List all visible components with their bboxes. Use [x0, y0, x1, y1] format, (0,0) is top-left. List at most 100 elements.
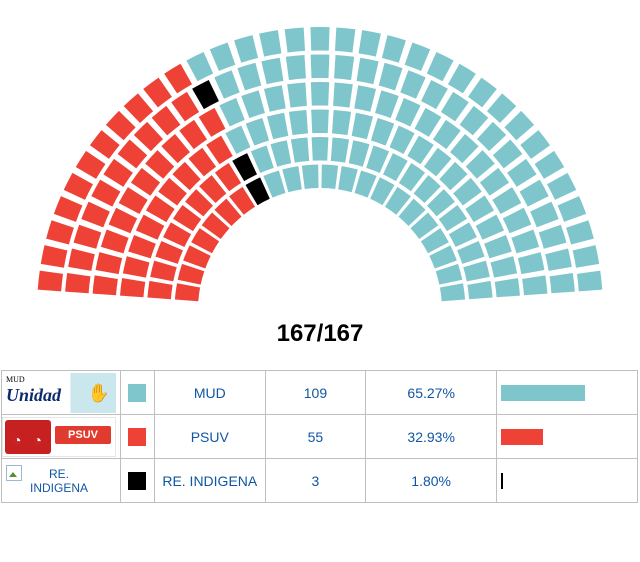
- seat: [178, 264, 205, 285]
- seat: [332, 110, 351, 135]
- seat: [503, 208, 532, 233]
- seat: [259, 30, 281, 56]
- seat: [311, 109, 329, 133]
- seat: [400, 70, 425, 99]
- party-bar: [497, 459, 638, 503]
- seat: [152, 106, 181, 136]
- seat: [91, 180, 120, 207]
- seat: [68, 249, 95, 271]
- seat: [123, 256, 150, 277]
- seat: [287, 82, 307, 107]
- seat: [237, 63, 261, 91]
- seat: [573, 245, 600, 268]
- seat: [395, 98, 420, 126]
- seat: [302, 165, 319, 189]
- seat: [331, 137, 349, 162]
- seat: [354, 85, 376, 112]
- seat: [119, 187, 148, 214]
- legend-row: RE.INDIGENARE. INDIGENA31.80%: [2, 459, 638, 503]
- party-seats: 3: [265, 459, 366, 503]
- seat: [371, 118, 394, 146]
- seat: [46, 220, 74, 244]
- seat: [477, 122, 506, 151]
- seat: [312, 137, 329, 161]
- legend-row: MUDUnidad✋MUD10965.27%: [2, 371, 638, 415]
- party-swatch: [120, 371, 154, 415]
- party-pct: 32.93%: [366, 415, 497, 459]
- seat: [311, 82, 329, 106]
- seat: [291, 137, 309, 162]
- seat: [286, 55, 306, 80]
- party-seats: 55: [265, 415, 366, 459]
- seat: [493, 140, 523, 169]
- seat: [547, 173, 576, 200]
- seat: [558, 196, 587, 222]
- party-name[interactable]: MUD: [154, 371, 265, 415]
- seat: [520, 130, 550, 159]
- seat: [199, 108, 226, 137]
- seat: [539, 225, 567, 249]
- seat: [120, 278, 145, 297]
- seat: [545, 249, 572, 271]
- seat: [101, 230, 129, 254]
- seat: [93, 275, 118, 295]
- party-bar: [497, 371, 638, 415]
- seat: [491, 256, 518, 277]
- seat: [520, 180, 549, 207]
- seat: [468, 78, 497, 108]
- seat: [109, 208, 138, 233]
- party-logo: MUDUnidad✋: [2, 371, 121, 415]
- seat: [535, 151, 565, 179]
- seat: [171, 92, 199, 121]
- seat: [96, 252, 123, 274]
- seat: [143, 78, 172, 108]
- seat: [436, 264, 463, 285]
- seat: [357, 58, 379, 85]
- seat: [186, 52, 213, 81]
- seat: [54, 196, 83, 222]
- party-name[interactable]: PSUV: [154, 415, 265, 459]
- party-swatch: [120, 415, 154, 459]
- hemicycle-chart: 167/167: [0, 0, 640, 370]
- seat: [219, 98, 244, 126]
- seat: [321, 165, 338, 189]
- seat: [352, 113, 373, 140]
- seat: [285, 27, 305, 52]
- seat: [448, 64, 476, 94]
- seat: [311, 54, 330, 78]
- seat: [147, 281, 172, 299]
- seat: [463, 261, 490, 282]
- seat: [134, 122, 163, 151]
- seat: [38, 271, 63, 292]
- seat: [124, 93, 153, 123]
- seat: [310, 27, 329, 51]
- seat: [467, 281, 492, 299]
- seat: [382, 35, 406, 63]
- seat: [487, 93, 516, 123]
- seat: [164, 64, 192, 94]
- seat-count-label: 167/167: [0, 320, 640, 348]
- seat: [90, 130, 120, 159]
- seat: [103, 159, 132, 187]
- seat: [264, 85, 286, 112]
- seat: [518, 252, 545, 274]
- seat: [507, 159, 536, 187]
- seat: [405, 43, 431, 71]
- party-bar: [497, 415, 638, 459]
- seat: [76, 151, 106, 179]
- legend-row: ◔ ◔PSUV PSUV5532.93%: [2, 415, 638, 459]
- seat: [492, 187, 521, 214]
- party-logo: ◔ ◔PSUV: [2, 415, 121, 459]
- seat: [210, 43, 236, 71]
- seat: [333, 82, 353, 107]
- seat: [282, 166, 302, 192]
- seat: [41, 245, 68, 268]
- seat: [441, 92, 469, 121]
- seat: [484, 235, 512, 258]
- seat: [460, 106, 489, 136]
- seat: [495, 278, 520, 297]
- party-name[interactable]: RE. INDIGENA: [154, 459, 265, 503]
- seat: [338, 166, 358, 192]
- seat: [359, 30, 381, 56]
- seat: [241, 90, 265, 118]
